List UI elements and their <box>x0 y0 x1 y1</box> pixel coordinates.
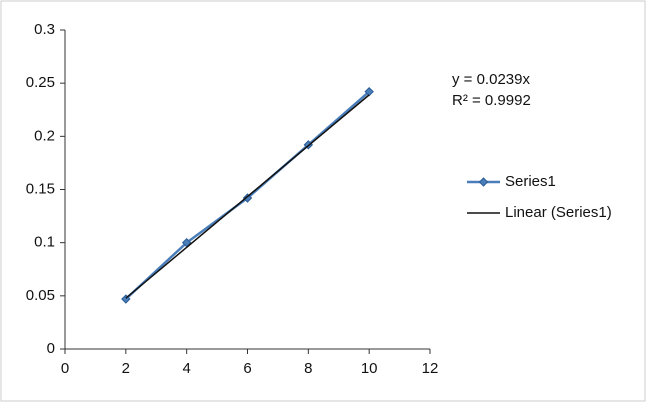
trendline-r-squared: R² = 0.9992 <box>452 92 531 109</box>
y-tick-label: 0.15 <box>26 180 55 197</box>
x-tick-label: 4 <box>182 360 190 377</box>
x-tick-label: 12 <box>422 360 439 377</box>
x-tick-label: 6 <box>243 360 251 377</box>
x-tick-label: 8 <box>304 360 312 377</box>
x-tick-label: 0 <box>61 360 69 377</box>
y-tick-label: 0.25 <box>26 74 55 91</box>
y-tick-label: 0.1 <box>34 234 55 251</box>
x-tick-label: 2 <box>122 360 130 377</box>
y-tick-label: 0.3 <box>34 21 55 38</box>
trendline-equation: y = 0.0239x <box>452 71 530 88</box>
legend-marker <box>478 177 489 187</box>
legend-label: Linear (Series1) <box>505 204 612 221</box>
y-tick-label: 0.05 <box>26 287 55 304</box>
y-tick-label: 0.2 <box>34 127 55 144</box>
data-point <box>121 294 131 304</box>
data-point <box>242 193 253 203</box>
y-tick-label: 0 <box>47 340 55 357</box>
x-tick-label: 10 <box>361 360 378 377</box>
legend-label: Series1 <box>505 173 556 190</box>
trendline <box>125 94 370 299</box>
